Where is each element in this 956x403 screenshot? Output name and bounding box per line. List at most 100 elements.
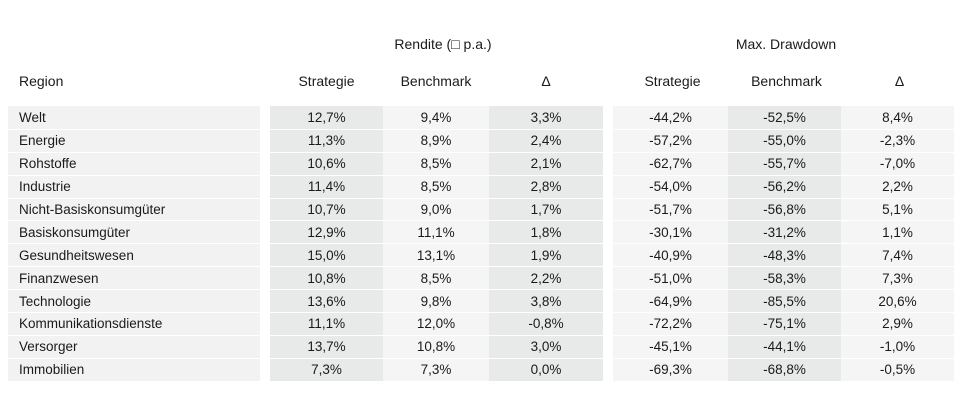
rendite-benchmark-cell: 11,1% [383, 220, 489, 244]
table-row: Nicht-Basiskonsumgüter 10,7% 9,0% 1,7% -51,7… [8, 197, 954, 221]
rendite-strategie-cell: 11,3% [270, 128, 383, 152]
table-row: Industrie 11,4% 8,5% 2,8% -54,0% -56,2% 2,2% [8, 174, 954, 198]
spacer [603, 174, 613, 198]
drawdown-delta-cell: -2,3% [841, 128, 954, 152]
drawdown-benchmark-cell: -75,1% [728, 312, 841, 335]
drawdown-strategie-cell: -44,2% [613, 106, 728, 129]
drawdown-strategie-cell: -51,7% [613, 197, 728, 221]
rendite-benchmark-cell: 8,5% [383, 174, 489, 198]
spacer [260, 312, 270, 335]
drawdown-benchmark-cell: -56,8% [728, 197, 841, 221]
drawdown-benchmark-cell: -68,8% [728, 357, 841, 381]
region-cell: Kommunikationsdienste [8, 312, 260, 335]
spacer [603, 334, 613, 358]
rendite-strategie-cell: 10,8% [270, 266, 383, 290]
region-cell: Rohstoffe [8, 151, 260, 175]
performance-table: Welt 12,7% 9,4% 3,3% -44,2% -52,5% 8,4% Energie… [8, 106, 954, 381]
rendite-benchmark-cell: 7,3% [383, 357, 489, 381]
spacer [603, 128, 613, 152]
drawdown-strategie-cell: -57,2% [613, 128, 728, 152]
rendite-strategie-cell: 11,4% [270, 174, 383, 198]
drawdown-delta-cell: -7,0% [841, 151, 954, 175]
drawdown-strategie-cell: -45,1% [613, 334, 728, 358]
spacer [603, 151, 613, 175]
rendite-delta-cell: 3,0% [489, 334, 603, 358]
spacer [260, 197, 270, 221]
drawdown-delta-cell: 2,9% [841, 312, 954, 335]
spacer [260, 334, 270, 358]
table-row: Energie 11,3% 8,9% 2,4% -57,2% -55,0% -2,3% [8, 128, 954, 152]
drawdown-benchmark-cell: -55,0% [728, 128, 841, 152]
spacer [603, 289, 613, 313]
rendite-benchmark-cell: 9,8% [383, 289, 489, 313]
rendite-strategie-cell: 7,3% [270, 357, 383, 381]
region-cell: Technologie [8, 289, 260, 313]
spacer [603, 197, 613, 221]
drawdown-benchmark-cell: -48,3% [728, 243, 841, 267]
region-cell: Immobilien [8, 357, 260, 381]
rendite-delta-cell: -0,8% [489, 312, 603, 335]
column-header-rendite-strategie: Strategie [298, 73, 355, 89]
rendite-benchmark-cell: 8,9% [383, 128, 489, 152]
rendite-delta-cell: 2,2% [489, 266, 603, 290]
table-row: Technologie 13,6% 9,8% 3,8% -64,9% -85,5% 20,6… [8, 289, 954, 313]
drawdown-strategie-cell: -54,0% [613, 174, 728, 198]
drawdown-delta-cell: -1,0% [841, 334, 954, 358]
column-header-rendite-benchmark: Benchmark [400, 73, 472, 89]
table-row: Basiskonsumgüter 12,9% 11,1% 1,8% -30,1% -31,… [8, 220, 954, 244]
drawdown-benchmark-cell: -52,5% [728, 106, 841, 129]
spacer [260, 220, 270, 244]
table-body: Welt 12,7% 9,4% 3,3% -44,2% -52,5% 8,4% Energie… [8, 106, 954, 381]
drawdown-strategie-cell: -69,3% [613, 357, 728, 381]
spacer [603, 106, 613, 129]
region-cell: Industrie [8, 174, 260, 198]
table-row: Immobilien 7,3% 7,3% 0,0% -69,3% -68,8% -0,5% [8, 357, 954, 381]
drawdown-strategie-cell: -30,1% [613, 220, 728, 244]
spacer [603, 266, 613, 290]
rendite-delta-cell: 0,0% [489, 357, 603, 381]
column-header-drawdown-delta: Δ [894, 73, 905, 89]
rendite-strategie-cell: 15,0% [270, 243, 383, 267]
rendite-benchmark-cell: 10,8% [383, 334, 489, 358]
drawdown-strategie-cell: -51,0% [613, 266, 728, 290]
region-cell: Nicht-Basiskonsumgüter [8, 197, 260, 221]
region-cell: Versorger [8, 334, 260, 358]
drawdown-benchmark-cell: -58,3% [728, 266, 841, 290]
region-cell: Energie [8, 128, 260, 152]
rendite-delta-cell: 3,8% [489, 289, 603, 313]
drawdown-benchmark-cell: -31,2% [728, 220, 841, 244]
rendite-delta-cell: 1,8% [489, 220, 603, 244]
table-row: Gesundheitswesen 15,0% 13,1% 1,9% -40,9% -48,… [8, 243, 954, 267]
rendite-benchmark-cell: 9,4% [383, 106, 489, 129]
rendite-delta-cell: 1,9% [489, 243, 603, 267]
drawdown-delta-cell: 2,2% [841, 174, 954, 198]
rendite-delta-cell: 1,7% [489, 197, 603, 221]
rendite-strategie-cell: 11,1% [270, 312, 383, 335]
rendite-delta-cell: 2,4% [489, 128, 603, 152]
rendite-strategie-cell: 12,7% [270, 106, 383, 129]
spacer [603, 220, 613, 244]
drawdown-delta-cell: 8,4% [841, 106, 954, 129]
drawdown-delta-cell: 1,1% [841, 220, 954, 244]
drawdown-benchmark-cell: -85,5% [728, 289, 841, 313]
rendite-benchmark-cell: 13,1% [383, 243, 489, 267]
spacer [260, 289, 270, 313]
spacer [603, 312, 613, 335]
rendite-benchmark-cell: 8,5% [383, 151, 489, 175]
spacer [260, 243, 270, 267]
spacer [260, 357, 270, 381]
drawdown-strategie-cell: -72,2% [613, 312, 728, 335]
table-row: Finanzwesen 10,8% 8,5% 2,2% -51,0% -58,3% 7,3% [8, 266, 954, 290]
column-header-drawdown-strategie: Strategie [644, 73, 701, 89]
spacer [260, 151, 270, 175]
rendite-delta-cell: 2,1% [489, 151, 603, 175]
drawdown-benchmark-cell: -44,1% [728, 334, 841, 358]
spacer [260, 266, 270, 290]
drawdown-benchmark-cell: -56,2% [728, 174, 841, 198]
group-header-drawdown: Max. Drawdown [735, 36, 837, 52]
column-header-drawdown-benchmark: Benchmark [751, 73, 822, 89]
drawdown-strategie-cell: -62,7% [613, 151, 728, 175]
rendite-strategie-cell: 12,9% [270, 220, 383, 244]
region-cell: Finanzwesen [8, 266, 260, 290]
drawdown-delta-cell: -0,5% [841, 357, 954, 381]
